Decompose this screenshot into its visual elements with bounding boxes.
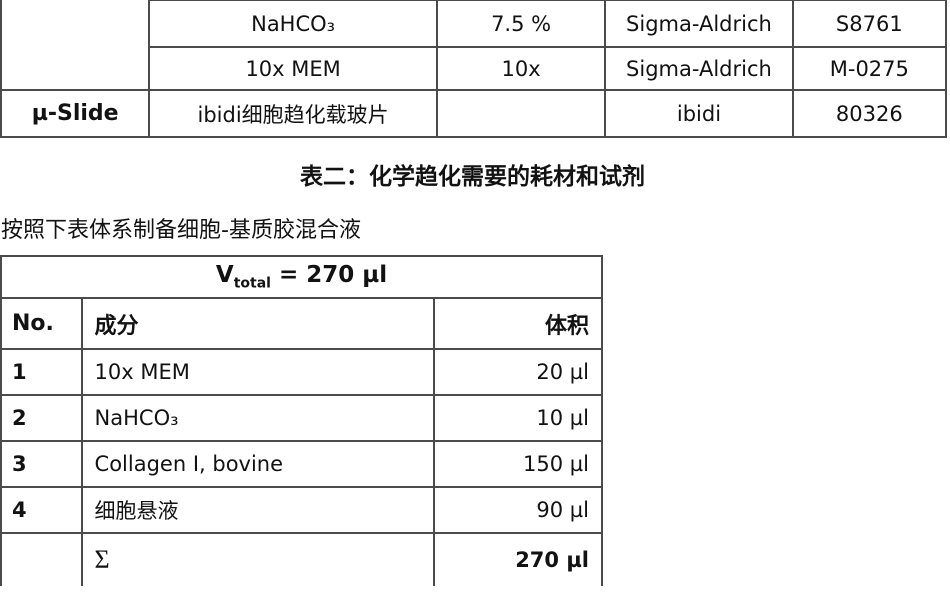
reagent-concentration — [435, 89, 607, 138]
column-header-component: 成分 — [80, 297, 435, 350]
reagent-name: NaHCO₃ — [148, 0, 438, 48]
table-caption: 表二：化学趋化需要的耗材和试剂 — [300, 164, 645, 190]
instruction-text: 按照下表体系制备细胞-基质胶混合液 — [1, 218, 361, 243]
component-volume: 10 µl — [432, 394, 604, 442]
row-number — [0, 532, 83, 586]
reagent-catalog-number: M-0275 — [791, 46, 948, 91]
vtotal-value: = 270 µl — [270, 262, 388, 289]
component-name: 10x MEM — [80, 348, 435, 396]
table-header-row: No. 成分 体积 — [0, 297, 604, 350]
component-name: Collagen I, bovine — [80, 440, 435, 488]
reagent-concentration: 10x — [435, 46, 607, 91]
row-number: 3 — [0, 440, 83, 488]
column-header-volume: 体积 — [432, 297, 604, 350]
row-number: 4 — [0, 486, 83, 534]
column-header-no: No. — [0, 297, 83, 350]
table-row-3: 3 Collagen I, bovine 150 µl — [0, 440, 604, 488]
reagent-supplier: Sigma-Aldrich — [604, 46, 794, 91]
table-row-uslide: µ-Slide ibidi细胞趋化载玻片 ibidi 80326 — [0, 89, 948, 138]
component-volume: 150 µl — [432, 440, 604, 488]
reagents-merged-cell — [0, 0, 151, 91]
reagent-name: ibidi细胞趋化载玻片 — [148, 89, 438, 138]
table-row-4: 4 细胞悬液 90 µl — [0, 486, 604, 534]
vtotal-header-cell: Vtotal = 270 µl — [0, 255, 603, 299]
reagent-supplier: Sigma-Aldrich — [604, 0, 794, 48]
reagents-table: NaHCO₃ 7.5 % Sigma-Aldrich S8761 10x MEM… — [0, 0, 948, 138]
table-row-nahco3: NaHCO₃ 7.5 % Sigma-Aldrich S8761 — [1, 0, 948, 48]
reagent-catalog-number: S8761 — [791, 0, 948, 48]
table-row-mem: 10x MEM 10x Sigma-Aldrich M-0275 — [1, 46, 948, 91]
table-row-sum: Σ 270 µl — [0, 532, 604, 586]
reagent-catalog-number: 80326 — [791, 89, 948, 138]
component-name: NaHCO₃ — [80, 394, 435, 442]
row-number: 1 — [0, 348, 83, 396]
component-name: 细胞悬液 — [80, 486, 435, 534]
component-volume: 20 µl — [432, 348, 604, 396]
reagent-supplier: ibidi — [604, 89, 794, 138]
mixture-table: Vtotal = 270 µl No. 成分 体积 1 10x MEM 20 µ… — [0, 255, 604, 586]
sum-symbol-cell: Σ — [80, 532, 435, 586]
vtotal-symbol: V — [215, 262, 234, 289]
total-volume: 270 µl — [432, 532, 604, 586]
component-volume: 90 µl — [432, 486, 604, 534]
reagent-name: 10x MEM — [148, 46, 438, 91]
table-row-vtotal: Vtotal = 270 µl — [0, 255, 603, 299]
product-category: µ-Slide — [0, 89, 151, 138]
table-row-1: 1 10x MEM 20 µl — [0, 348, 604, 396]
table-row-2: 2 NaHCO₃ 10 µl — [0, 394, 604, 442]
sigma-symbol: Σ — [94, 545, 110, 574]
vtotal-subscript: total — [233, 275, 271, 292]
row-number: 2 — [0, 394, 83, 442]
reagent-concentration: 7.5 % — [435, 0, 607, 48]
